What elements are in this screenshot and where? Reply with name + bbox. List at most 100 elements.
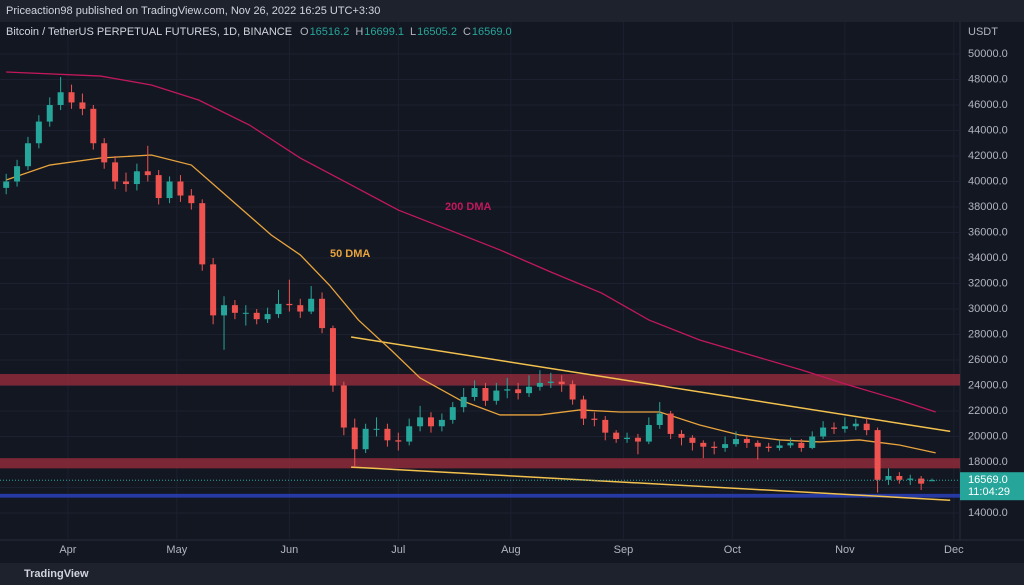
- price-tag: [960, 472, 1024, 501]
- y-tick-label: 46000.0: [968, 99, 1008, 111]
- candle-body: [526, 386, 533, 394]
- candle-body: [809, 436, 816, 448]
- candle-body: [144, 171, 151, 176]
- candle-body: [722, 444, 729, 448]
- candle-body: [569, 384, 576, 400]
- candle-body: [558, 381, 565, 385]
- candle-body: [515, 389, 522, 394]
- candle-body: [918, 478, 925, 484]
- x-tick-label: Jun: [281, 544, 299, 556]
- x-tick-label: Oct: [724, 544, 741, 556]
- candle-body: [329, 328, 336, 386]
- candle-body: [384, 428, 391, 441]
- y-tick-label: 14000.0: [968, 507, 1008, 519]
- candle-body: [14, 166, 21, 182]
- candle-body: [133, 171, 140, 185]
- candle-body: [656, 413, 663, 426]
- candle-body: [754, 442, 761, 447]
- y-tick-label: 36000.0: [968, 226, 1008, 238]
- y-tick-label: 40000.0: [968, 175, 1008, 187]
- y-tick-label: 28000.0: [968, 328, 1008, 340]
- candle-body: [166, 181, 173, 199]
- ohlc-value: 16699.1: [364, 26, 404, 38]
- candle-body: [3, 181, 10, 188]
- candle-body: [24, 143, 31, 167]
- x-tick-label: Jul: [391, 544, 405, 556]
- candle-body: [112, 162, 119, 182]
- candle-body: [798, 442, 805, 448]
- candle-body: [362, 428, 369, 450]
- ma-label: 200 DMA: [445, 201, 492, 213]
- header-bar: [0, 0, 1024, 22]
- y-tick-label: 30000.0: [968, 303, 1008, 315]
- candle-body: [634, 437, 641, 442]
- candle-body: [765, 446, 772, 448]
- candle-body: [449, 407, 456, 420]
- x-tick-label: Dec: [944, 544, 964, 556]
- y-unit: USDT: [968, 26, 998, 38]
- candle-body: [645, 425, 652, 442]
- candle-body: [841, 426, 848, 429]
- candle-body: [504, 389, 511, 391]
- y-tick-label: 42000.0: [968, 150, 1008, 162]
- candle-body: [820, 427, 827, 437]
- candle-body: [482, 388, 489, 401]
- candle-body: [471, 388, 478, 397]
- ohlc-key: L: [410, 26, 416, 38]
- x-tick-label: Apr: [59, 544, 76, 556]
- x-tick-label: May: [166, 544, 187, 556]
- header-text: Priceaction98 published on TradingView.c…: [6, 5, 380, 17]
- y-tick-label: 38000.0: [968, 201, 1008, 213]
- candle-body: [242, 312, 249, 314]
- candle-body: [624, 437, 631, 440]
- y-tick-label: 24000.0: [968, 379, 1008, 391]
- x-tick-label: Sep: [614, 544, 634, 556]
- ohlc-key: H: [355, 26, 363, 38]
- candle-body: [210, 264, 217, 316]
- candle-body: [667, 413, 674, 434]
- candle-body: [580, 399, 587, 419]
- y-tick-label: 22000.0: [968, 405, 1008, 417]
- y-tick-label: 26000.0: [968, 354, 1008, 366]
- candle-body: [874, 430, 881, 480]
- candle-body: [155, 175, 162, 199]
- candle-body: [35, 121, 42, 144]
- candle-body: [46, 104, 53, 122]
- ohlc-value: 16516.2: [310, 26, 350, 38]
- candle-body: [308, 298, 315, 312]
- ohlc-value: 16569.0: [472, 26, 512, 38]
- ma-label: 50 DMA: [330, 248, 370, 260]
- candle-body: [122, 181, 129, 185]
- candle-body: [57, 92, 64, 105]
- candle-body: [373, 428, 380, 430]
- symbol-title: Bitcoin / TetherUS PERPETUAL FUTURES, 1D…: [6, 26, 292, 38]
- y-tick-label: 50000.0: [968, 48, 1008, 60]
- candle-body: [340, 385, 347, 428]
- moving-average: [5, 154, 936, 454]
- candle-body: [427, 417, 434, 427]
- candle-body: [406, 426, 413, 442]
- zone: [0, 458, 960, 469]
- candle-body: [319, 298, 326, 329]
- x-tick-label: Nov: [835, 544, 855, 556]
- candle-body: [101, 143, 108, 163]
- candle-body: [286, 303, 293, 306]
- y-tick-label: 18000.0: [968, 456, 1008, 468]
- candle-body: [613, 432, 620, 440]
- candle-body: [253, 312, 260, 320]
- y-tick-label: 20000.0: [968, 430, 1008, 442]
- candle-body: [732, 439, 739, 445]
- candle-body: [602, 419, 609, 433]
- candle-body: [591, 418, 598, 420]
- candle-body: [231, 305, 238, 313]
- brand: TradingView: [24, 568, 89, 580]
- candle-body: [221, 305, 228, 316]
- candle-body: [863, 423, 870, 431]
- candle-body: [831, 427, 838, 429]
- candle-body: [68, 92, 75, 103]
- moving-average: [6, 71, 936, 413]
- countdown: 11:04:29: [968, 486, 1010, 498]
- candle-body: [776, 445, 783, 448]
